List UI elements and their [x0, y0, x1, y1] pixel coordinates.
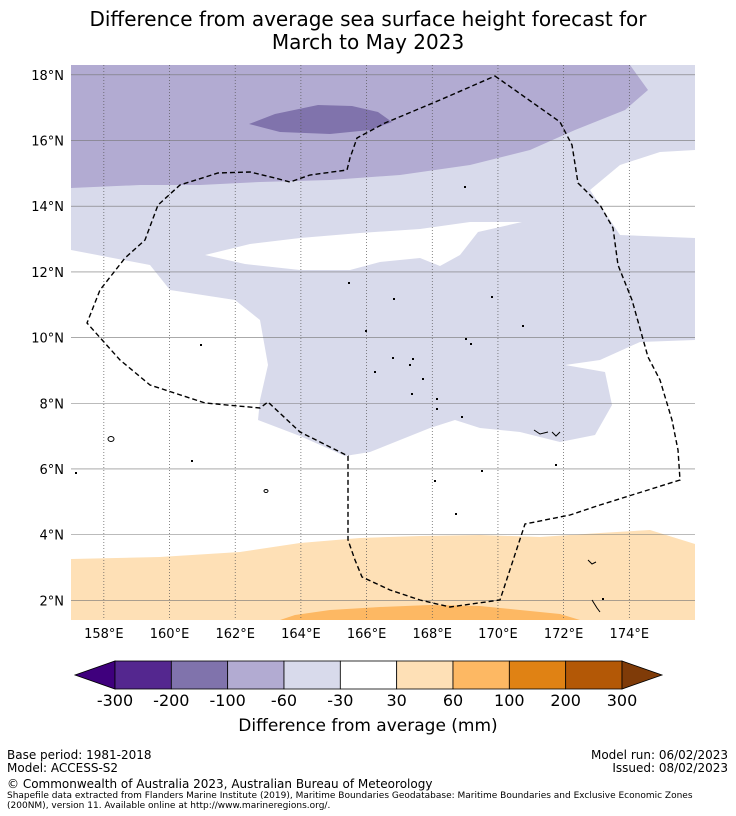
colorbar-segment	[227, 660, 285, 690]
x-tick-label: 168°E	[412, 627, 452, 642]
y-tick-label: 10°N	[31, 332, 64, 347]
colorbar-tick-label: -30	[327, 691, 353, 710]
colorbar-segment	[396, 660, 454, 690]
colorbar-tick-label: -300	[97, 691, 133, 710]
region-neutral-hole	[205, 222, 522, 270]
eez-boundary	[86, 75, 681, 608]
footer-shapefile-line-1: Shapefile data extracted from Flanders M…	[7, 791, 693, 801]
colorbar-tick-label: 30	[386, 691, 406, 710]
island	[191, 460, 193, 462]
island	[412, 358, 414, 360]
island	[464, 186, 466, 188]
island	[422, 378, 424, 380]
x-tick-label: 174°E	[610, 627, 650, 642]
island	[200, 344, 202, 346]
island	[461, 416, 463, 418]
y-tick-label: 4°N	[40, 529, 65, 544]
footer-shapefile-line-2: (200NM), version 11. Available online at…	[7, 801, 331, 811]
island	[436, 408, 438, 410]
colorbar-tick-label: 100	[494, 691, 525, 710]
title-line-1: Difference from average sea surface heig…	[89, 7, 647, 31]
island	[393, 298, 395, 300]
island	[348, 282, 350, 284]
footer-base-period: Base period: 1981-2018	[7, 748, 152, 762]
footer-model-run: Model run: 06/02/2023	[590, 748, 728, 762]
y-tick-label: 12°N	[31, 266, 64, 281]
x-tick-label: 164°E	[281, 627, 321, 642]
island-dots	[75, 186, 604, 600]
colorbar-tick-label: -60	[271, 691, 297, 710]
y-axis-ticks: 2°N 4°N 6°N 8°N 10°N 12°N 14°N 16°N 18°N	[31, 69, 64, 609]
island	[455, 513, 457, 515]
y-tick-label: 14°N	[31, 200, 64, 215]
chart-title: Difference from average sea surface heig…	[0, 8, 736, 54]
grid-lines	[71, 65, 695, 620]
island	[411, 393, 413, 395]
island	[374, 371, 376, 373]
colorbar-extend-low	[73, 660, 116, 690]
colorbar-tick-label: -100	[210, 691, 246, 710]
island	[533, 429, 549, 435]
island	[481, 470, 483, 472]
x-tick-label: 162°E	[215, 627, 255, 642]
y-tick-label: 18°N	[31, 69, 64, 84]
islands	[107, 429, 601, 613]
colorbar-segment	[339, 660, 398, 690]
island	[491, 296, 493, 298]
y-tick-label: 6°N	[40, 463, 65, 478]
x-tick-label: 170°E	[478, 627, 518, 642]
footer-model: Model: ACCESS-S2	[7, 761, 119, 775]
colorbar-tick-label: -200	[153, 691, 189, 710]
island	[434, 480, 436, 482]
y-tick-label: 8°N	[40, 397, 65, 412]
colorbar-extend-high	[621, 660, 664, 690]
island	[107, 436, 115, 442]
island	[522, 325, 524, 327]
island	[409, 364, 411, 366]
colorbar-segment	[170, 660, 229, 690]
x-tick-label: 172°E	[544, 627, 584, 642]
colorbar-segment	[452, 660, 510, 690]
colorbar-tick-label: 300	[607, 691, 638, 710]
colorbar-tick-label: 200	[550, 691, 581, 710]
island	[75, 472, 77, 474]
island	[555, 464, 557, 466]
y-tick-label: 2°N	[40, 594, 65, 609]
x-tick-label: 166°E	[347, 627, 387, 642]
island	[365, 330, 367, 332]
island	[465, 338, 467, 340]
x-tick-label: 160°E	[150, 627, 190, 642]
island	[551, 431, 561, 437]
island	[470, 343, 472, 345]
island	[587, 559, 597, 565]
title-line-2: March to May 2023	[271, 30, 465, 54]
footer-issued: Issued: 08/02/2023	[612, 761, 728, 775]
region-minus200-minus100	[249, 105, 392, 134]
footer-copyright: © Commonwealth of Australia 2023, Austra…	[7, 777, 433, 791]
colorbar: -300 -200 -100 -60 -30 30 60 100 200 300	[73, 660, 664, 710]
colorbar-tick-label: 60	[443, 691, 463, 710]
island	[436, 398, 438, 400]
region-30-60	[71, 530, 695, 620]
y-tick-label: 16°N	[31, 135, 64, 150]
contour-fields	[71, 65, 695, 620]
island	[591, 599, 601, 613]
colorbar-segment	[114, 660, 172, 690]
island	[602, 598, 604, 600]
island	[392, 357, 394, 359]
colorbar-segment	[565, 660, 623, 690]
island	[263, 489, 269, 493]
x-tick-label: 158°E	[84, 627, 124, 642]
colorbar-segment	[283, 660, 341, 690]
colorbar-label: Difference from average (mm)	[238, 716, 498, 736]
x-axis-ticks: 158°E 160°E 162°E 164°E 166°E 168°E 170°E 172°E…	[84, 627, 649, 642]
colorbar-segment	[508, 660, 567, 690]
region-60-100	[280, 605, 580, 620]
